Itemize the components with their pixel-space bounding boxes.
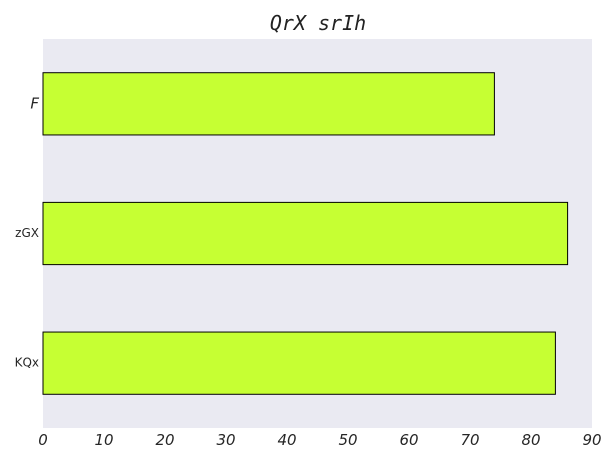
x-tick-label: 70 <box>460 431 479 449</box>
y-tick-label: F <box>30 94 39 112</box>
y-tick-label: zGX <box>15 226 39 240</box>
x-tick-label: 90 <box>582 431 601 449</box>
bar-F <box>42 72 495 136</box>
chart-title: QrX srIh <box>270 11 366 35</box>
x-tick-label: 10 <box>94 431 113 449</box>
x-tick-label: 60 <box>399 431 418 449</box>
x-tick-label: 50 <box>338 431 357 449</box>
x-tick-label: 80 <box>521 431 540 449</box>
x-tick-label: 20 <box>155 431 174 449</box>
x-axis-tick-labels: 0 10 20 30 40 50 60 70 80 90 <box>38 431 601 449</box>
y-tick-label: KQx <box>15 356 39 370</box>
x-tick-label: 0 <box>38 431 48 449</box>
x-tick-label: 30 <box>216 431 235 449</box>
x-tick-label: 40 <box>277 431 296 449</box>
bars-layer <box>42 72 569 395</box>
bar-zGX <box>42 201 569 266</box>
bar-KQx <box>42 331 556 395</box>
